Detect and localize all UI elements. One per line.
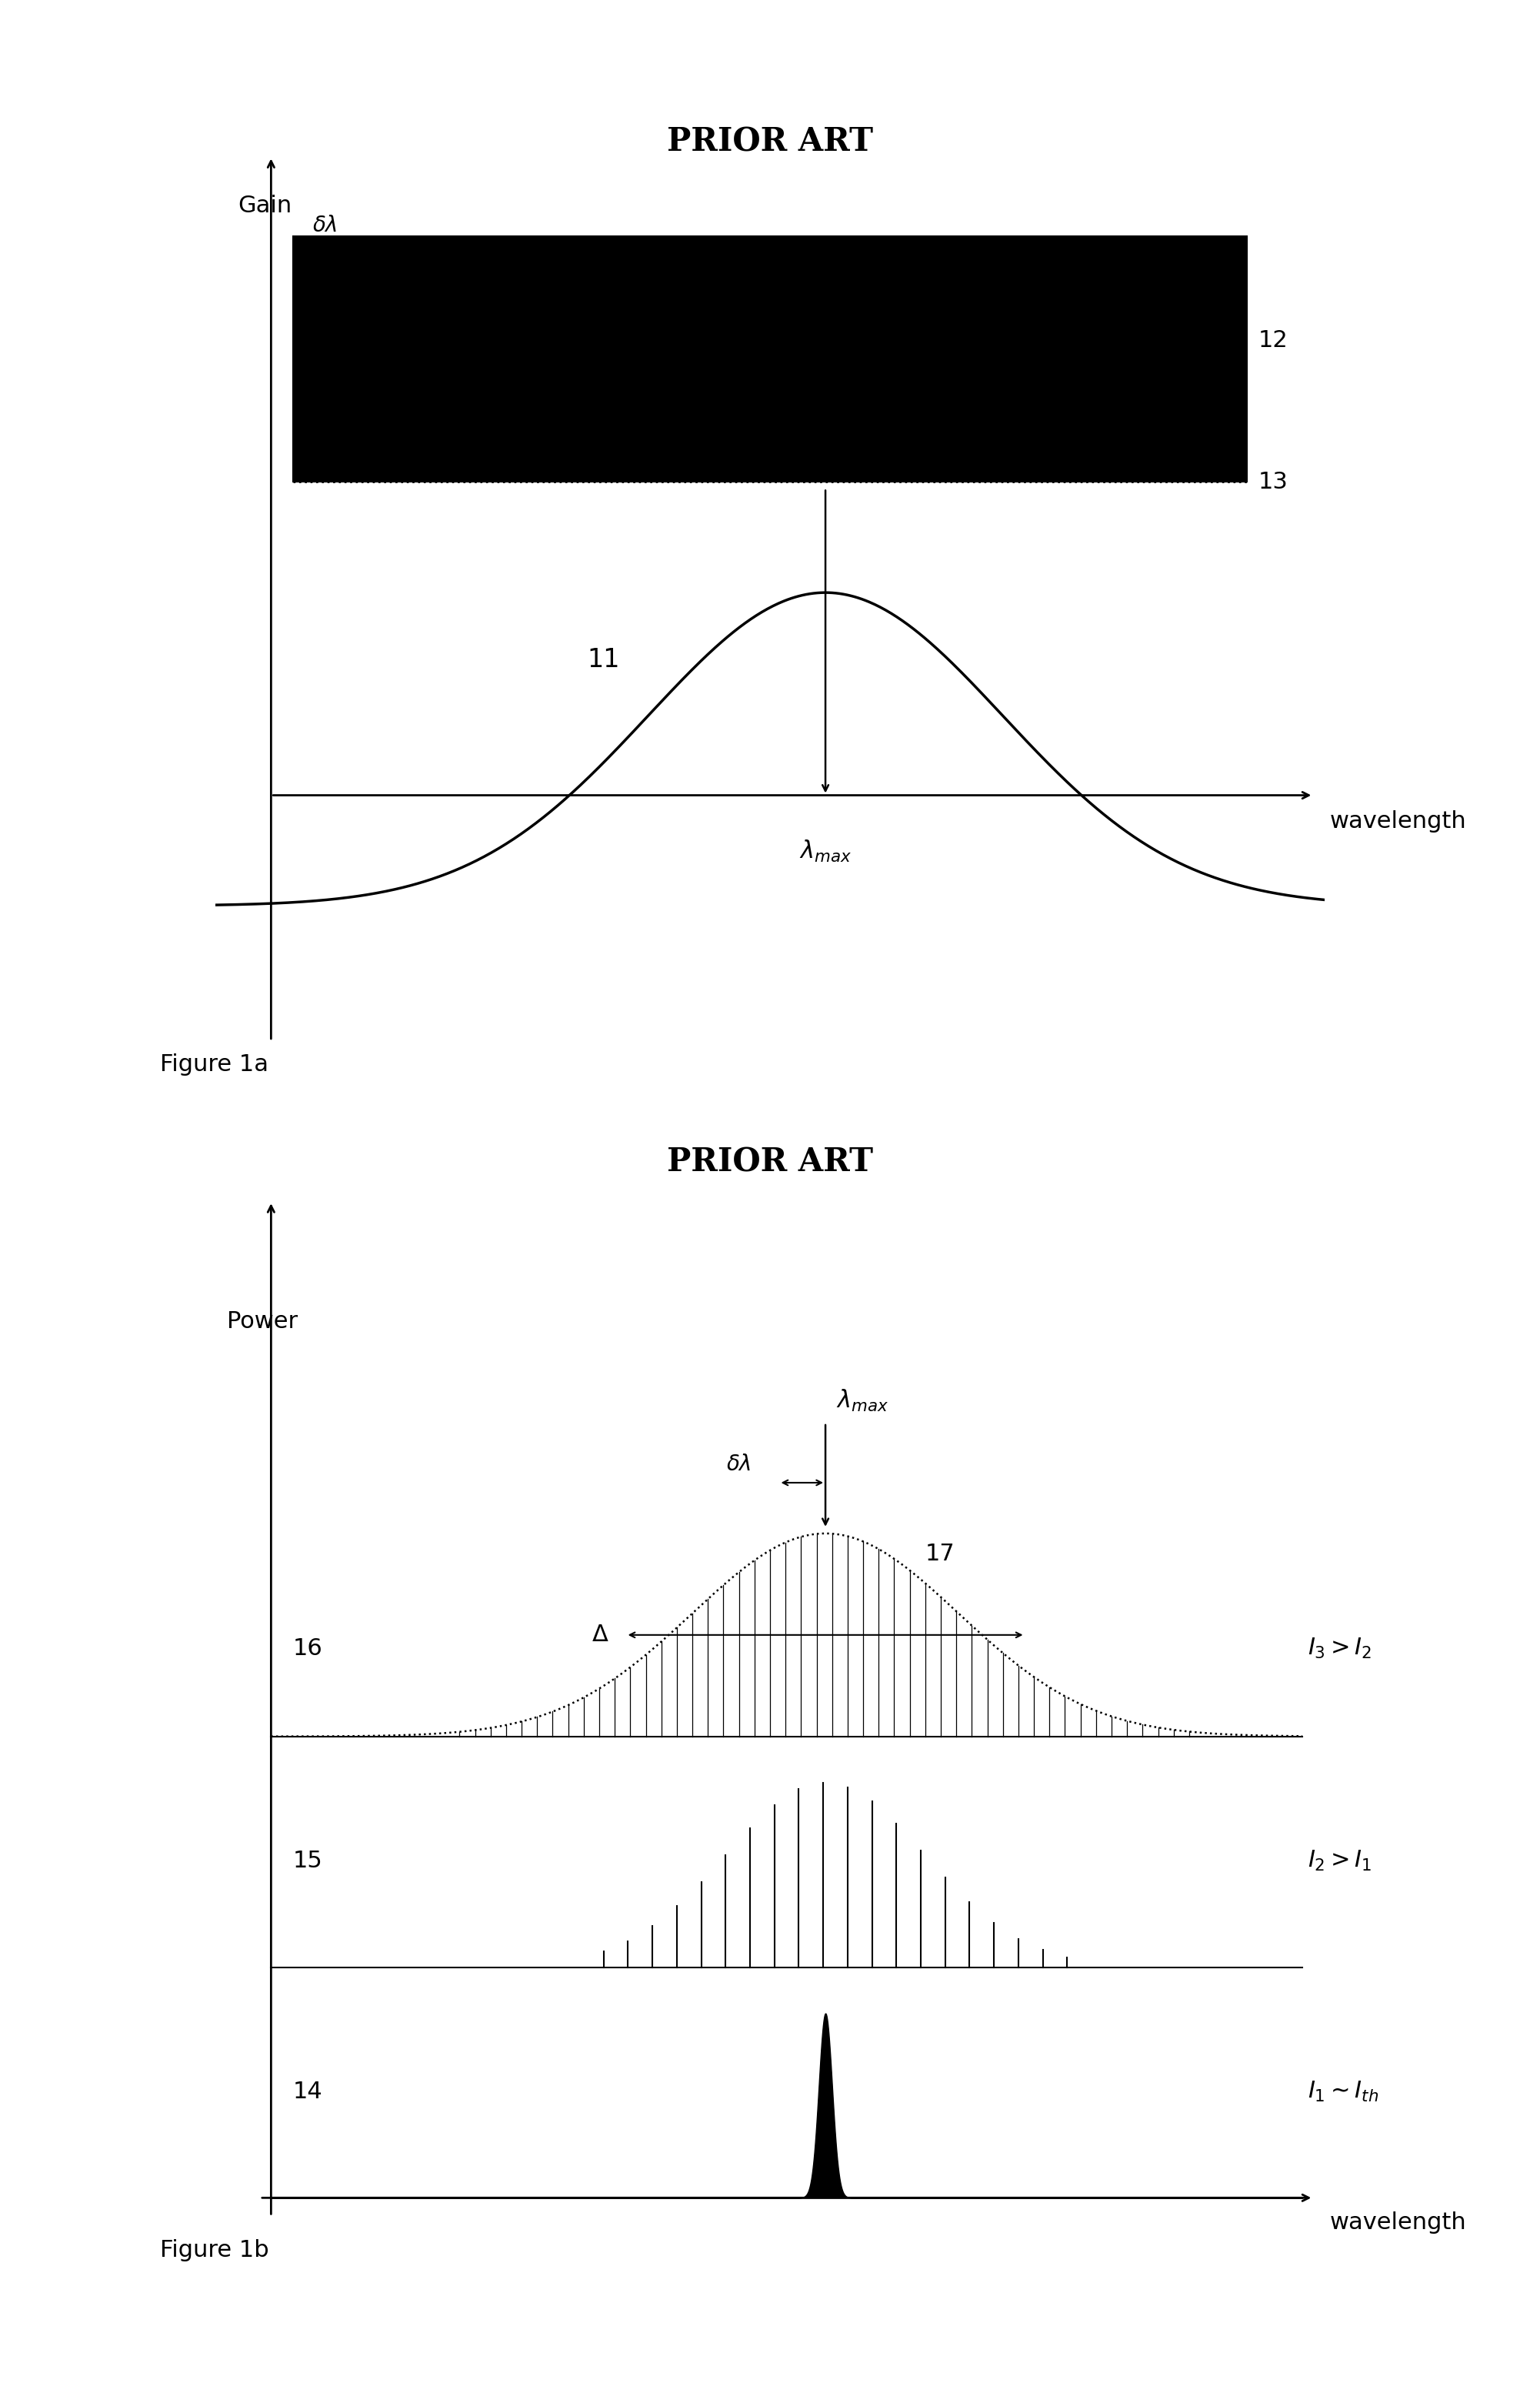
Text: $\delta\lambda$: $\delta\lambda$	[727, 1455, 752, 1476]
Text: $\lambda_{max}$: $\lambda_{max}$	[799, 838, 852, 864]
Text: $\lambda_{max}$: $\lambda_{max}$	[836, 1388, 889, 1414]
Text: wavelength: wavelength	[1331, 809, 1466, 833]
Text: PRIOR ART: PRIOR ART	[667, 1146, 873, 1177]
Text: Gain: Gain	[237, 194, 291, 218]
Text: 14: 14	[293, 2080, 323, 2103]
Text: $I_1{\sim}I_{th}$: $I_1{\sim}I_{th}$	[1307, 2080, 1378, 2103]
Text: $\Delta$: $\Delta$	[591, 1625, 610, 1646]
Text: Figure 1a: Figure 1a	[160, 1053, 268, 1074]
Text: 15: 15	[293, 1850, 323, 1871]
Text: 13: 13	[1258, 471, 1287, 493]
Bar	[293, 237, 1247, 481]
Text: PRIOR ART: PRIOR ART	[667, 127, 873, 158]
Text: 17: 17	[926, 1543, 955, 1565]
Text: 12: 12	[1258, 330, 1287, 352]
Text: $I_3>I_2$: $I_3>I_2$	[1307, 1637, 1372, 1661]
Text: $\delta\lambda$: $\delta\lambda$	[313, 215, 337, 237]
Text: Figure 1b: Figure 1b	[160, 2240, 270, 2261]
Text: $I_2>I_1$: $I_2>I_1$	[1307, 1850, 1372, 1874]
Text: Power: Power	[226, 1309, 297, 1333]
Text: 16: 16	[293, 1637, 323, 1661]
Text: 11: 11	[587, 649, 621, 672]
Text: wavelength: wavelength	[1331, 2211, 1466, 2235]
